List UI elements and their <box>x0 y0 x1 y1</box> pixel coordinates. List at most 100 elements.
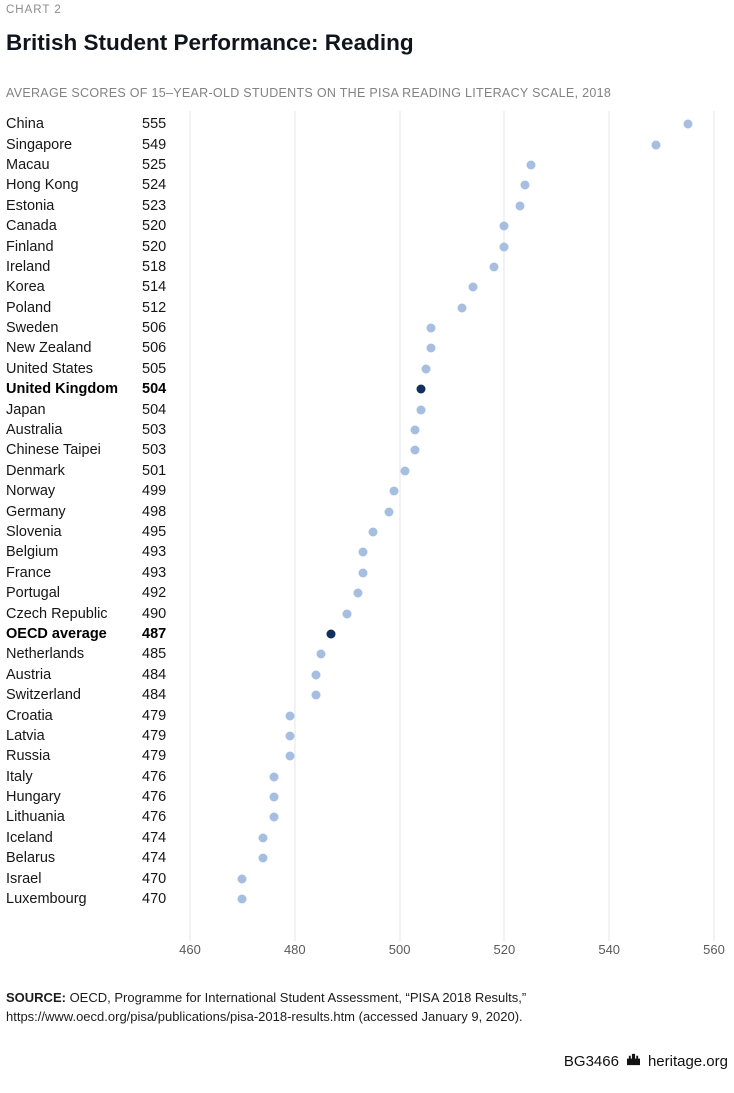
data-dot <box>353 588 363 598</box>
country-label: Sweden <box>6 320 59 337</box>
chart-row: Belgium 493 <box>6 542 728 562</box>
score-value: 512 <box>142 299 167 316</box>
score-value: 505 <box>142 360 167 377</box>
score-value: 504 <box>142 401 167 418</box>
country-label: France <box>6 564 52 581</box>
score-value: 479 <box>142 727 167 744</box>
dot-track <box>190 644 714 664</box>
country-label: Iceland <box>6 829 53 846</box>
score-value: 549 <box>142 136 167 153</box>
data-dot <box>285 711 295 721</box>
data-dot <box>515 201 525 211</box>
gridline <box>294 111 296 941</box>
country-label: Portugal <box>6 585 61 602</box>
country-label: Croatia <box>6 707 53 724</box>
data-dot <box>683 119 693 129</box>
chart-row: OECD average 487 <box>6 624 728 644</box>
chart-row: Hungary 476 <box>6 787 728 807</box>
score-value: 484 <box>142 687 167 704</box>
score-value: 498 <box>142 503 167 520</box>
score-value: 520 <box>142 238 167 255</box>
country-label: Norway <box>6 483 56 500</box>
page-title: British Student Performance: Reading <box>6 30 414 55</box>
chart-row: New Zealand 506 <box>6 338 728 358</box>
chart-subtitle: AVERAGE SCORES OF 15–YEAR-OLD STUDENTS O… <box>6 86 612 100</box>
chart-row: United States 505 <box>6 359 728 379</box>
country-label: OECD average <box>6 625 107 642</box>
chart-row: Australia 503 <box>6 420 728 440</box>
gridline <box>713 111 715 941</box>
data-dot <box>489 262 499 272</box>
dot-track <box>190 583 714 603</box>
country-label: Germany <box>6 503 66 520</box>
country-label: Ireland <box>6 258 51 275</box>
score-value: 476 <box>142 809 167 826</box>
score-value: 524 <box>142 177 167 194</box>
score-value: 479 <box>142 707 167 724</box>
data-dot <box>416 405 426 415</box>
score-value: 501 <box>142 462 167 479</box>
score-value: 484 <box>142 666 167 683</box>
chart-row: Croatia 479 <box>6 705 728 725</box>
country-label: Switzerland <box>6 687 81 704</box>
country-label: Denmark <box>6 462 65 479</box>
country-label: Finland <box>6 238 54 255</box>
chart-row: Sweden 506 <box>6 318 728 338</box>
dot-track <box>190 318 714 338</box>
country-label: Chinese Taipei <box>6 442 101 459</box>
chart-row: Macau 525 <box>6 155 728 175</box>
dot-track <box>190 705 714 725</box>
dot-track <box>190 175 714 195</box>
chart-row: Belarus 474 <box>6 848 728 868</box>
heritage-logo-icon <box>626 1053 641 1070</box>
x-tick-label: 480 <box>283 942 306 958</box>
dot-track <box>190 746 714 766</box>
chart-row: United Kingdom 504 <box>6 379 728 399</box>
score-value: 518 <box>142 258 167 275</box>
gridline <box>189 111 191 941</box>
data-dot <box>285 731 295 741</box>
country-label: Belgium <box>6 544 59 561</box>
data-dot <box>651 140 661 150</box>
dot-track <box>190 848 714 868</box>
x-tick-label: 520 <box>493 942 516 958</box>
country-label: Canada <box>6 218 57 235</box>
dot-track <box>190 624 714 644</box>
dot-track <box>190 440 714 460</box>
chart-row: Slovenia 495 <box>6 522 728 542</box>
chart-row: Austria 484 <box>6 665 728 685</box>
country-label: Belarus <box>6 850 56 867</box>
score-value: 523 <box>142 197 167 214</box>
report-id: BG3466 <box>563 1052 619 1070</box>
chart-row: France 493 <box>6 563 728 583</box>
data-dot <box>311 670 321 680</box>
data-dot <box>358 547 368 557</box>
score-value: 504 <box>142 381 167 398</box>
chart-row: Latvia 479 <box>6 726 728 746</box>
dot-track <box>190 868 714 888</box>
data-dot <box>358 568 368 578</box>
country-label: Macau <box>6 156 50 173</box>
score-value: 499 <box>142 483 167 500</box>
data-dot <box>269 812 279 822</box>
data-dot <box>269 792 279 802</box>
chart-row: Israel 470 <box>6 868 728 888</box>
country-label: China <box>6 116 44 133</box>
chart-row: Italy 476 <box>6 767 728 787</box>
chart-row: Poland 512 <box>6 298 728 318</box>
dot-track <box>190 726 714 746</box>
country-label: Korea <box>6 279 45 296</box>
dot-track <box>190 481 714 501</box>
gridlines <box>189 111 715 941</box>
data-dot <box>421 364 431 374</box>
data-dot <box>311 690 321 700</box>
score-value: 495 <box>142 524 167 540</box>
data-dot <box>237 874 247 884</box>
data-dot <box>237 894 247 904</box>
data-dot <box>368 527 378 537</box>
data-dot <box>426 343 436 353</box>
data-dot <box>410 445 420 455</box>
x-tick-label: 540 <box>598 942 621 958</box>
data-dot <box>410 425 420 435</box>
dot-track <box>190 501 714 521</box>
